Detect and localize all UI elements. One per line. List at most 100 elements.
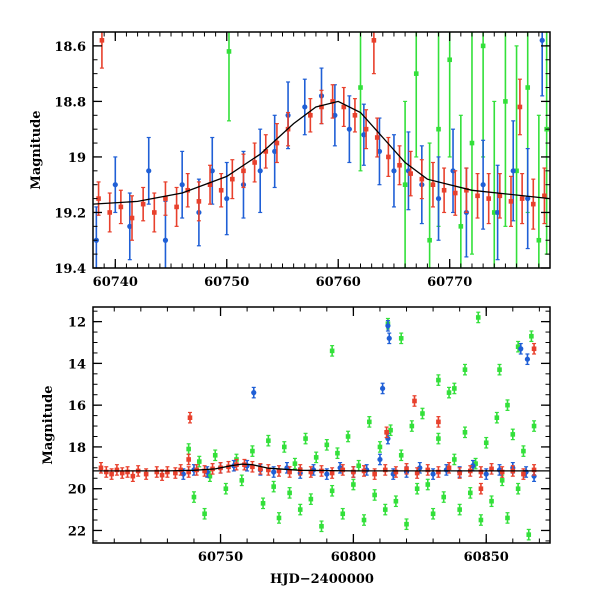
green-data-point: [436, 377, 441, 383]
red-data-point: [393, 469, 399, 475]
green-data-point: [319, 523, 324, 529]
y-tick-label: 18.6: [54, 40, 86, 55]
red-data-point: [154, 469, 160, 475]
red-data-point: [531, 346, 537, 352]
red-data-point: [143, 471, 149, 477]
red-data-point: [109, 471, 114, 477]
green-data-point: [525, 85, 531, 90]
green-data-point: [536, 237, 542, 243]
x-tick-label: 60760: [316, 275, 361, 290]
red-data-point: [250, 464, 255, 470]
red-data-point: [531, 467, 537, 473]
green-data-point: [335, 450, 340, 456]
red-data-point: [397, 162, 402, 168]
blue-data-point: [346, 126, 352, 132]
red-data-point: [125, 469, 130, 475]
x-tick-label: 60770: [427, 275, 472, 290]
green-data-point: [404, 521, 409, 527]
red-data-point: [499, 469, 505, 475]
red-data-point: [352, 112, 358, 118]
blue-data-point: [112, 182, 118, 188]
y-tick-label: 19.2: [54, 206, 86, 221]
red-data-point: [308, 112, 313, 118]
red-data-point: [207, 182, 213, 188]
green-data-point: [427, 237, 432, 243]
red-data-point: [96, 196, 101, 201]
red-data-point: [308, 469, 314, 475]
green-data-point: [292, 461, 298, 466]
top-panel-frame: [92, 31, 551, 269]
green-data-point: [250, 448, 255, 454]
red-data-point: [174, 204, 179, 210]
green-data-point: [226, 49, 232, 54]
y-tick-label: 14: [68, 357, 86, 372]
green-data-point: [308, 496, 314, 502]
red-data-point: [252, 160, 257, 165]
red-data-point: [436, 419, 441, 425]
red-data-point: [241, 168, 246, 174]
red-data-point: [508, 199, 514, 204]
green-data-point: [329, 348, 335, 354]
red-data-point: [114, 467, 120, 473]
red-data-point: [475, 193, 480, 199]
red-data-point: [218, 187, 224, 193]
red-data-point: [196, 199, 202, 204]
red-data-point: [152, 210, 157, 215]
blue-data-point: [251, 390, 257, 396]
green-data-point: [494, 415, 500, 420]
green-data-point: [191, 494, 197, 500]
red-data-point: [187, 415, 193, 420]
red-data-point: [430, 182, 436, 188]
red-data-point: [384, 430, 389, 435]
green-data-point: [467, 490, 473, 496]
green-data-point: [297, 507, 303, 512]
blue-data-point: [180, 471, 186, 477]
x-tick-label: 60740: [93, 275, 138, 290]
red-data-point: [414, 470, 420, 476]
green-data-point: [207, 473, 213, 479]
green-data-point: [367, 419, 372, 425]
green-data-point: [196, 459, 202, 464]
red-data-point: [452, 190, 458, 196]
red-data-point: [542, 193, 547, 199]
red-data-point: [173, 470, 178, 476]
red-data-point: [178, 467, 183, 473]
green-data-point: [458, 224, 464, 229]
y-tick-label: 18: [68, 441, 86, 456]
red-data-point: [530, 201, 536, 207]
green-data-point: [491, 210, 497, 215]
blue-data-point: [430, 471, 436, 477]
green-data-point: [452, 457, 457, 462]
red-data-point: [186, 469, 191, 475]
red-data-point: [230, 176, 235, 182]
top-y-axis-label: Magnitude: [29, 110, 44, 189]
green-data-point: [480, 43, 486, 49]
red-data-point: [98, 465, 104, 471]
green-data-point: [358, 85, 363, 90]
blue-data-point: [324, 471, 330, 477]
red-data-point: [489, 466, 494, 472]
red-data-point: [408, 171, 413, 176]
red-data-point: [99, 38, 105, 43]
blue-data-point: [386, 335, 392, 341]
green-data-point: [345, 434, 351, 439]
blue-data-point: [302, 104, 308, 110]
red-data-point: [186, 457, 191, 462]
green-data-point: [372, 492, 377, 498]
plot-marks: [93, 32, 550, 268]
green-data-point: [287, 490, 292, 496]
blue-data-point: [385, 323, 391, 329]
blue-data-point: [483, 471, 489, 477]
red-data-point: [521, 471, 526, 477]
red-data-point: [519, 196, 525, 201]
blue-data-point: [495, 209, 501, 216]
x-tick-label: 60800: [331, 550, 376, 565]
red-data-point: [464, 187, 469, 193]
blue-data-point: [376, 148, 383, 154]
red-data-point: [404, 466, 409, 472]
x-tick-label: 60850: [464, 550, 509, 565]
top-axes: 60740 60750 60760 60770 18.6 18.8 19 19.2 19.4: [54, 31, 551, 290]
green-data-point: [447, 57, 452, 63]
blue-data-point: [162, 237, 169, 243]
